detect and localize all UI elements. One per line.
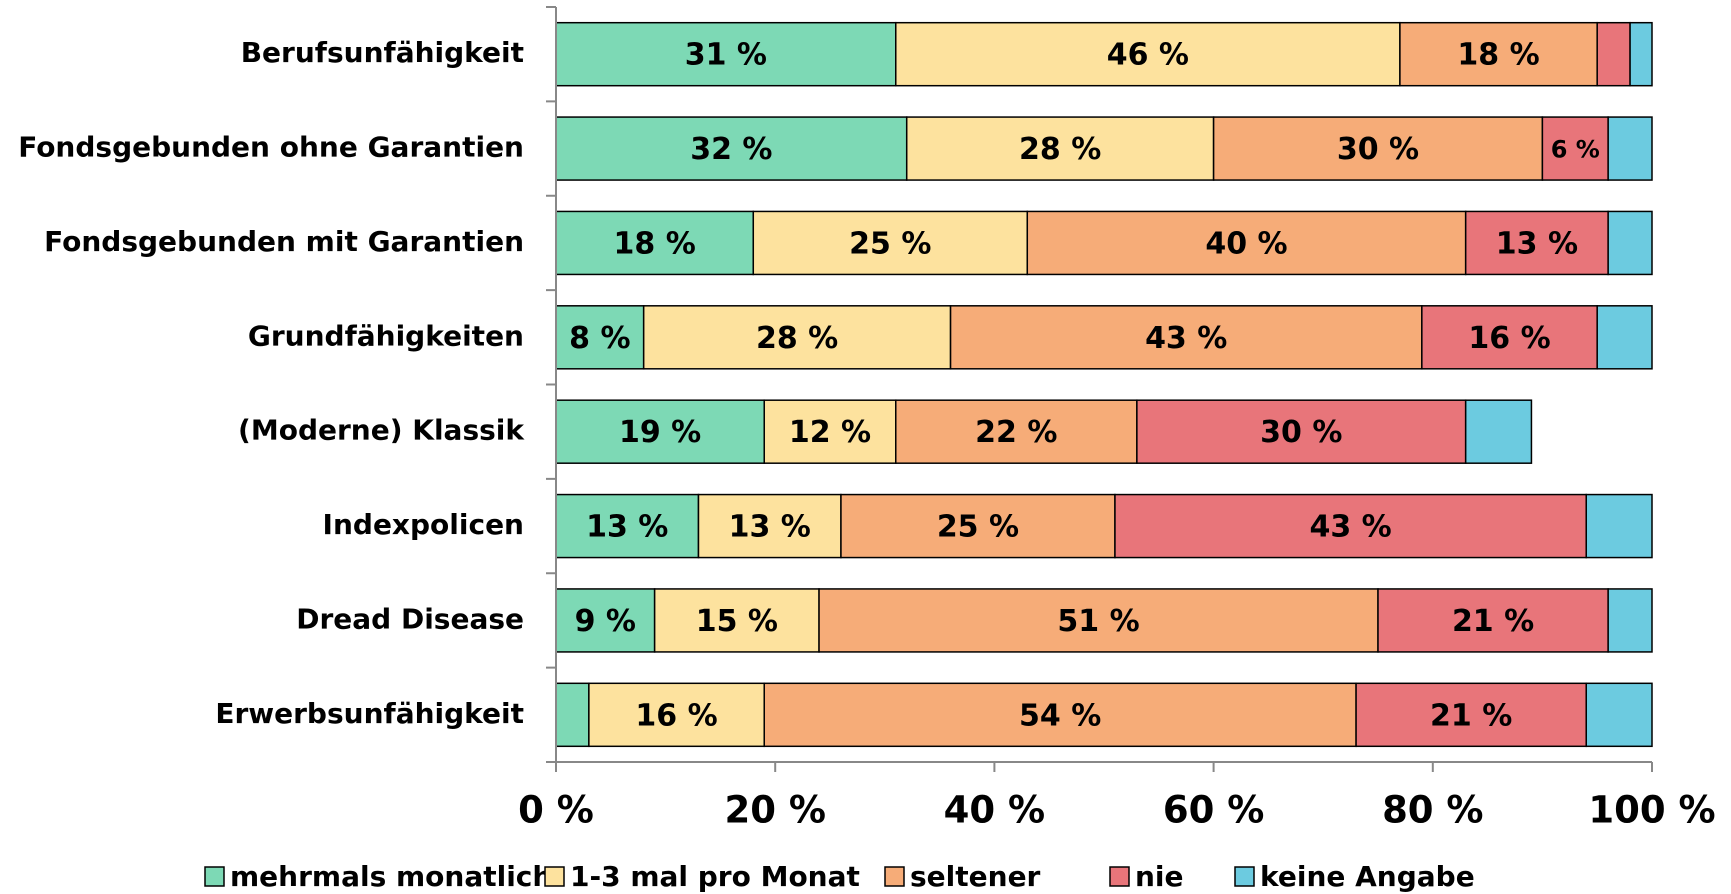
data-label: 12 % — [789, 415, 871, 450]
bar-segment — [1114, 493, 1587, 559]
data-label: 19 % — [619, 415, 701, 450]
legend-swatch — [884, 866, 905, 887]
data-label: 16 % — [1468, 321, 1550, 356]
x-tick-label: 20 % — [724, 789, 825, 832]
legend-label: nie — [1135, 860, 1184, 893]
x-tick-label: 100 % — [1588, 789, 1715, 832]
legend-swatch — [544, 866, 565, 887]
bar-segment — [1585, 493, 1653, 559]
category-label: Fondsgebunden ohne Garantien — [18, 131, 524, 164]
data-label: 40 % — [1205, 226, 1287, 261]
data-label: 18 % — [1457, 38, 1539, 73]
data-label: 21 % — [1430, 698, 1512, 733]
bar-segment — [1464, 399, 1533, 464]
bar-segment — [642, 305, 952, 370]
category-label: Erwerbsunfähigkeit — [215, 697, 524, 730]
data-label: 28 % — [1019, 132, 1101, 167]
legend-label: 1-3 mal pro Monat — [570, 860, 860, 893]
data-label: 31 % — [685, 38, 767, 73]
legend-swatch — [204, 866, 225, 887]
data-label: 22 % — [975, 415, 1057, 450]
category-label: Grundfähigkeiten — [248, 319, 524, 352]
bar-segment — [555, 305, 645, 370]
bar-segment — [840, 493, 1116, 559]
category-label: Fondsgebunden mit Garantien — [44, 225, 524, 258]
legend-label: keine Angabe — [1260, 860, 1475, 893]
legend-label: seltener — [910, 860, 1041, 893]
x-tick-label: 40 % — [944, 789, 1045, 832]
bar-segment — [1596, 21, 1631, 87]
bar-segment — [895, 21, 1401, 87]
bar-segment — [763, 399, 897, 464]
bar-segment — [1596, 305, 1653, 370]
bar-segment — [555, 21, 897, 87]
legend-swatch — [1109, 866, 1130, 887]
data-label: 13 % — [586, 510, 668, 545]
x-tick-label: 60 % — [1163, 789, 1264, 832]
data-label: 51 % — [1057, 604, 1139, 639]
data-label: 25 % — [849, 226, 931, 261]
bar-segment — [653, 588, 820, 653]
bar-segment — [1399, 21, 1598, 87]
bar-segment — [1377, 588, 1609, 653]
bar-segment — [555, 682, 590, 748]
category-label: Dread Disease — [296, 602, 524, 635]
data-label: 43 % — [1309, 510, 1391, 545]
data-label: 16 % — [635, 698, 717, 733]
bar-segment — [1607, 588, 1653, 653]
bar-segment — [949, 305, 1423, 370]
category-label: Indexpolicen — [323, 508, 524, 541]
data-label: 13 % — [1496, 226, 1578, 261]
bar-segment — [555, 493, 700, 559]
data-label: 6 % — [1551, 136, 1600, 164]
x-tick-label: 80 % — [1382, 789, 1483, 832]
data-label: 32 % — [690, 132, 772, 167]
bar-segment — [1136, 399, 1467, 464]
legend-label: mehrmals monatlich — [230, 860, 552, 893]
bar-segment — [1212, 116, 1544, 181]
bar-segment — [555, 116, 908, 181]
legend-swatch — [1234, 866, 1255, 887]
data-label: 21 % — [1452, 604, 1534, 639]
bar-segment — [588, 682, 765, 748]
bar-segment — [1607, 210, 1653, 276]
data-label: 30 % — [1337, 132, 1419, 167]
bar-segment — [905, 116, 1215, 181]
category-label: (Moderne) Klassik — [238, 414, 525, 447]
data-label: 15 % — [696, 604, 778, 639]
data-label: 30 % — [1260, 415, 1342, 450]
x-tick-label: 0 % — [518, 789, 594, 832]
bar-segment — [1607, 116, 1653, 181]
data-label: 43 % — [1145, 321, 1227, 356]
data-label: 25 % — [937, 510, 1019, 545]
bar-segment — [895, 399, 1138, 464]
bar-segment — [1629, 21, 1653, 87]
data-label: 18 % — [614, 226, 696, 261]
bar-segment — [1541, 116, 1609, 181]
data-label: 8 % — [569, 321, 630, 356]
data-label: 54 % — [1019, 698, 1101, 733]
data-label: 9 % — [575, 604, 636, 639]
bar-segment — [1585, 682, 1653, 748]
bar-segment — [763, 682, 1357, 748]
bar-segment — [752, 210, 1029, 276]
bar-segment — [697, 493, 842, 559]
data-label: 28 % — [756, 321, 838, 356]
category-label: Berufsunfähigkeit — [241, 36, 524, 69]
data-label: 13 % — [729, 510, 811, 545]
data-label: 46 % — [1107, 38, 1189, 73]
bar-segment — [1026, 210, 1467, 276]
